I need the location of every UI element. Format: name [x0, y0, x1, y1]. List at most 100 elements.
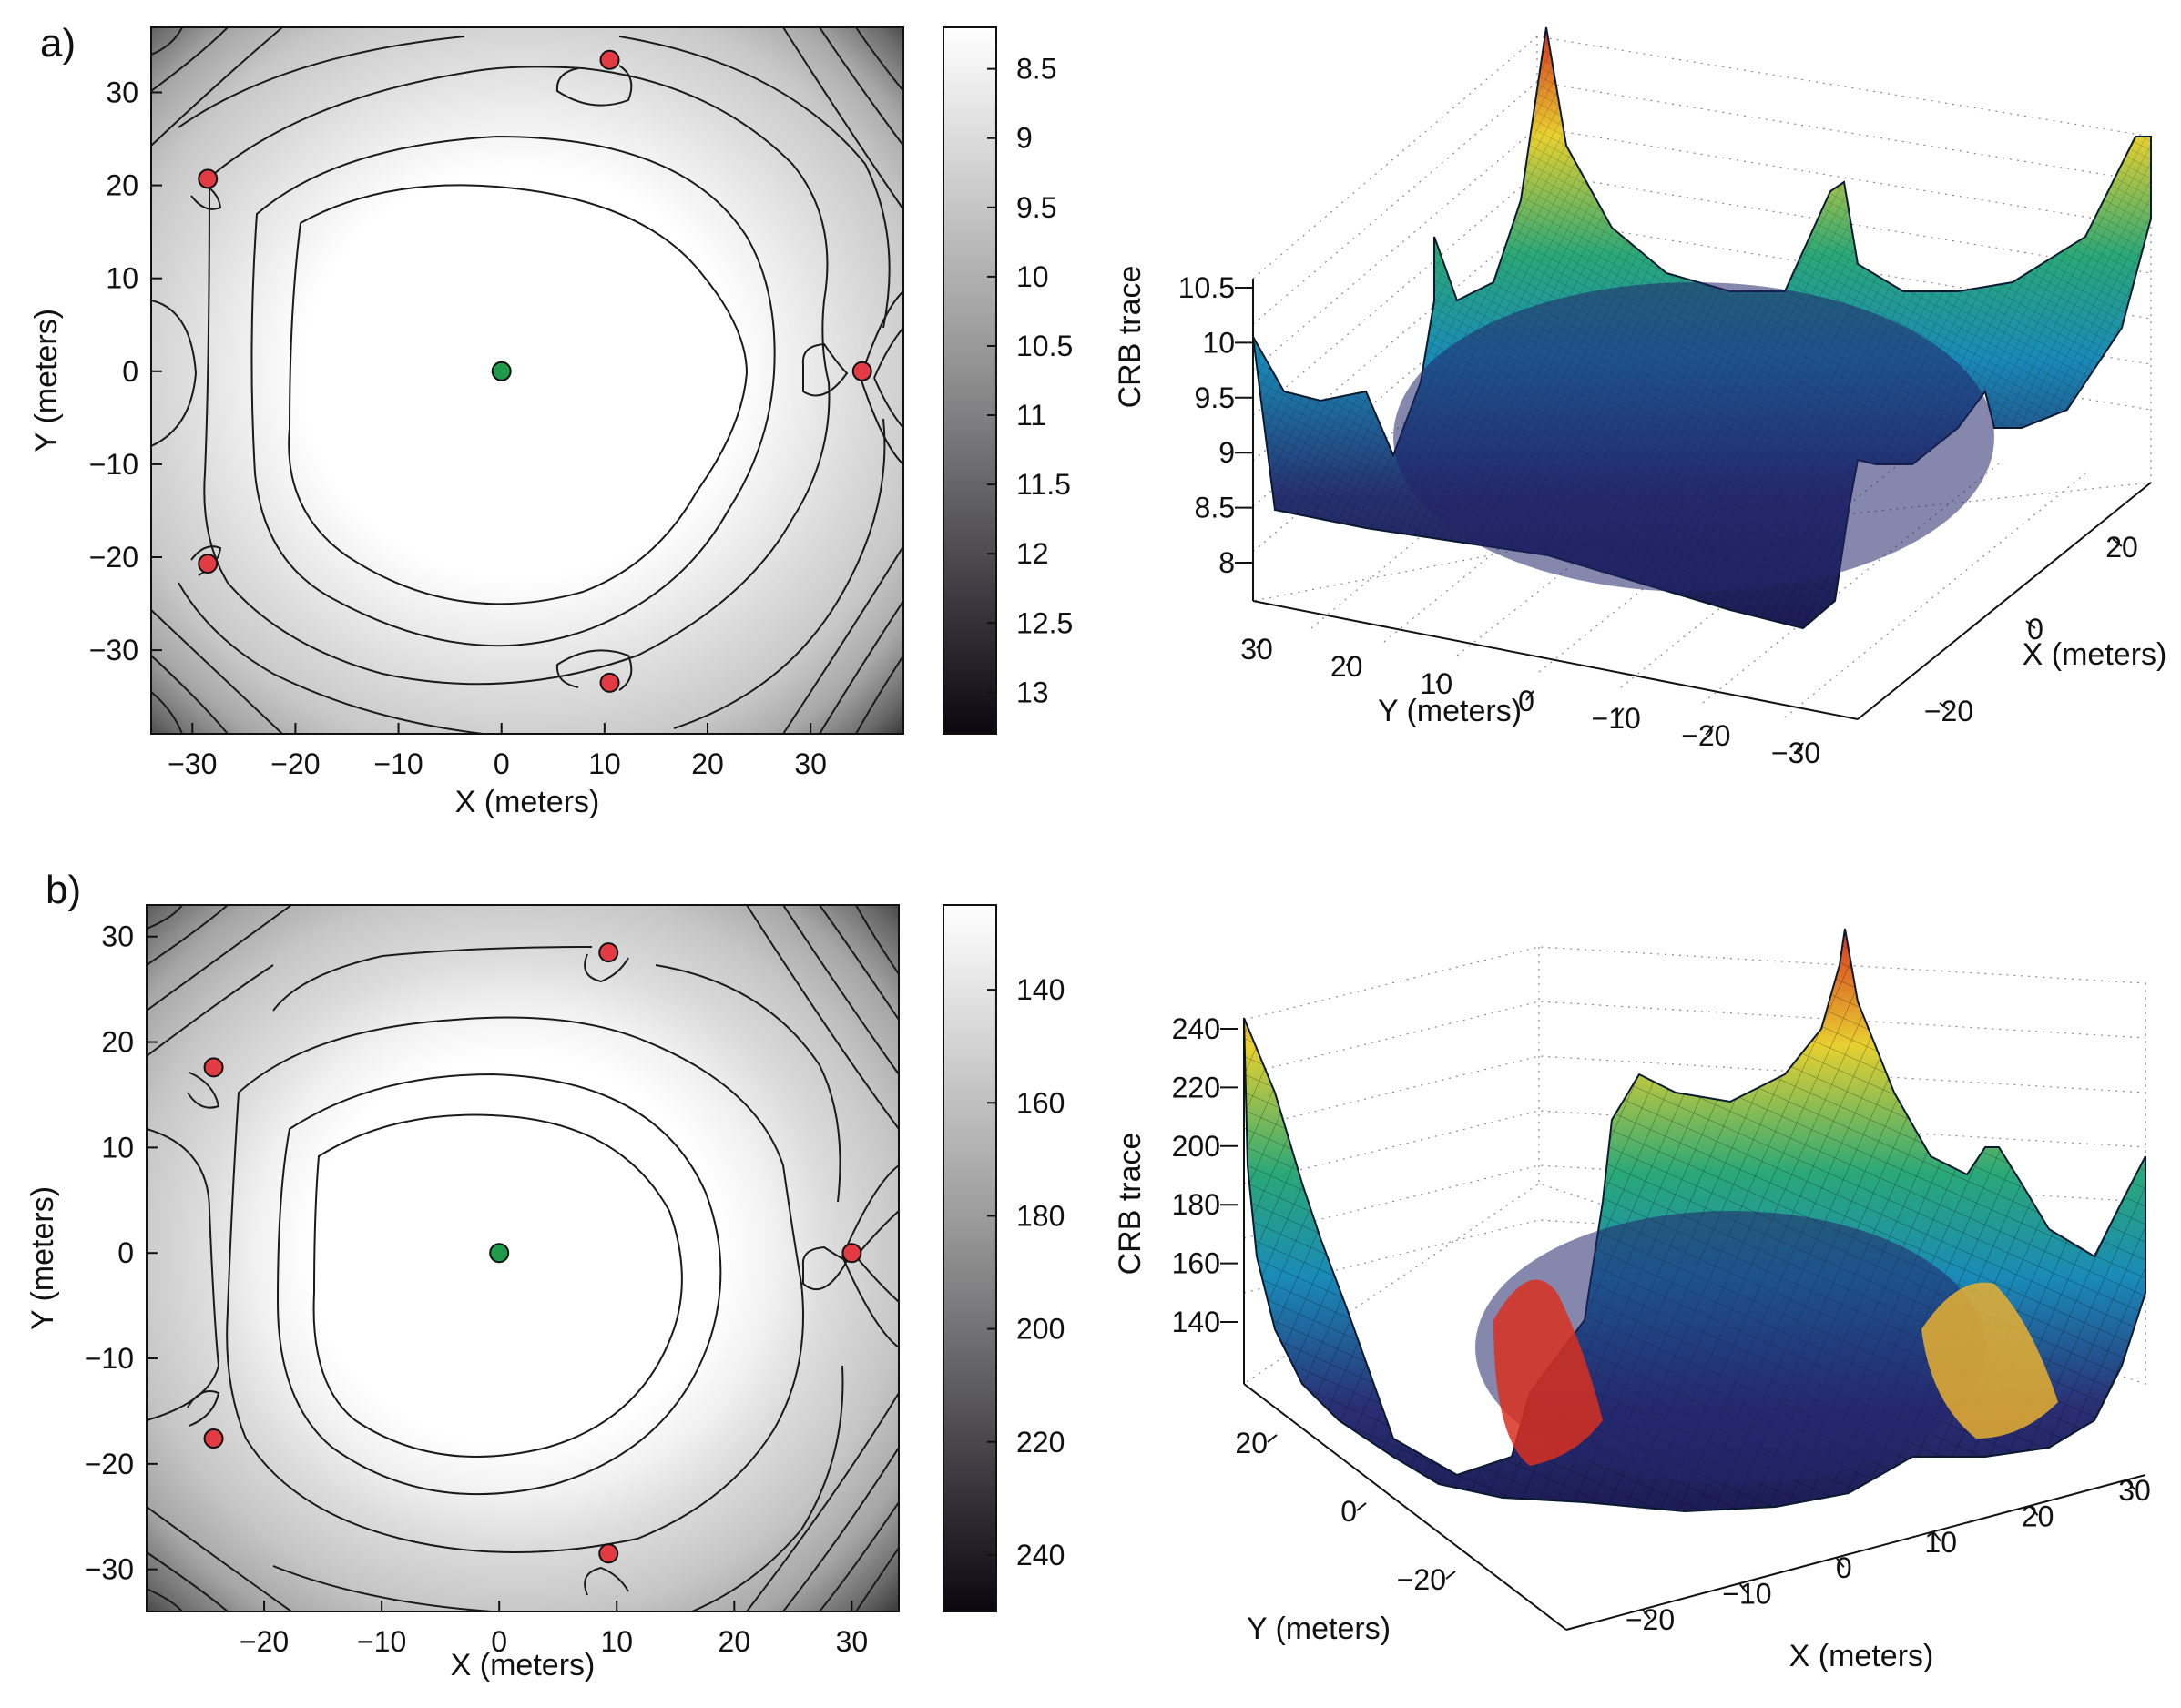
- surface-tick-mark: [1738, 1582, 1748, 1594]
- surface-b-z-ticks: 240 220 200 180 160 140: [1172, 1012, 1238, 1338]
- x-tick-label: −10: [357, 1625, 406, 1658]
- surface-b-z-label: CRB trace: [1113, 1133, 1147, 1276]
- surface-tick-mark: [1705, 725, 1715, 736]
- x-tick-label: −20: [270, 747, 320, 780]
- surface-tick-mark: [1267, 1434, 1278, 1443]
- surface-tick-label: 0: [1836, 1551, 1852, 1584]
- surface-b-basin: [1475, 1211, 1985, 1484]
- y-ticks-a: 30 20 10 0 −10 −20 −30: [89, 76, 162, 666]
- x-tick-label: 0: [494, 747, 510, 780]
- x-axis-label-a: X (meters): [455, 785, 600, 819]
- surface-tick-mark: [1256, 638, 1265, 649]
- surface-tick-label: 180: [1172, 1188, 1220, 1221]
- surface-tick-mark: [2112, 538, 2123, 547]
- contour-lines-b: [147, 905, 899, 1611]
- colorbar-b-gradient: [943, 904, 997, 1612]
- surface-tick-label: 0: [1340, 1495, 1357, 1528]
- surface-b-x-label: X (meters): [1789, 1639, 1934, 1673]
- surface-tick-label: 10: [1924, 1526, 1957, 1559]
- surface-b-axes: [1243, 1020, 2146, 1631]
- surface-tick-label: −10: [1592, 702, 1641, 735]
- surface-b-y-label: Y (meters): [1247, 1611, 1391, 1646]
- colorbar-tick-label: 10: [1016, 260, 1049, 293]
- surface-tick-label: 8: [1218, 546, 1235, 579]
- surface-tick-mark: [1932, 1531, 1941, 1542]
- contour-lines-a: [151, 27, 903, 734]
- panel-b-label: b): [46, 868, 81, 912]
- colorbar-tick-label: 9: [1016, 122, 1033, 155]
- contour-frame-a: [150, 26, 904, 735]
- surface-tick-label: 9: [1218, 436, 1235, 469]
- surface-tick-label: 30: [1240, 633, 1273, 666]
- surface-tick-mark: [1939, 702, 1950, 711]
- center-marker: [489, 1243, 510, 1264]
- surface-tick-mark: [1795, 742, 1804, 753]
- x-ticks-a: −30 −20 −10 0 10 20 30: [168, 723, 827, 780]
- surface-b-x-ticks: −20 −10 0 10 20 30: [1626, 1474, 2151, 1636]
- surface-tick-label: 10.5: [1178, 271, 1235, 304]
- surface-tick-label: 30: [2118, 1474, 2151, 1507]
- y-tick-label: 10: [101, 1131, 134, 1164]
- colorbar-a-gradient: [943, 26, 997, 735]
- x-tick-label: 20: [691, 747, 724, 780]
- surface-tick-label: 10: [1421, 667, 1453, 700]
- colorbar-a-ticks: 8.5 9 9.5 10 10.5 11 11.5 12 12.5 13: [987, 53, 1073, 708]
- y-tick-label: 10: [106, 262, 138, 295]
- sensor-marker: [851, 361, 872, 381]
- surface-tick-mark: [1615, 707, 1625, 718]
- y-tick-label: −10: [89, 448, 138, 481]
- y-tick-label: 30: [106, 76, 138, 108]
- surface-tick-label: 240: [1172, 1012, 1220, 1045]
- colorbar-tick-label: 200: [1016, 1313, 1065, 1346]
- y-axis-label-b: Y (meters): [25, 1186, 60, 1330]
- surface-b-y-ticks: 20 0 −20: [1235, 1427, 1456, 1596]
- y-tick-label: −20: [85, 1448, 134, 1480]
- sensor-marker: [198, 554, 219, 574]
- surface-tick-label: 0: [2027, 613, 2043, 646]
- surface-tick-label: 9.5: [1195, 381, 1235, 414]
- surface-b-ridge-2: [1921, 1282, 2058, 1439]
- surface-tick-label: 10: [1202, 326, 1235, 359]
- y-ticks-b: 30 20 10 0 −10 −20 −30: [85, 920, 158, 1586]
- y-tick-label: 0: [117, 1236, 134, 1269]
- x-tick-label: −20: [240, 1625, 289, 1658]
- center-marker-a: [491, 361, 512, 381]
- colorbar-tick-label: 13: [1016, 676, 1049, 708]
- y-tick-label: 30: [101, 920, 134, 953]
- surface-tick-label: 20: [1235, 1427, 1268, 1459]
- contour-field-b: [147, 905, 899, 1611]
- sensor-marker: [599, 672, 620, 693]
- surface-tick-mark: [2025, 620, 2036, 629]
- surface-tick-label: −20: [1924, 695, 1973, 727]
- colorbar-tick-label: 160: [1016, 1086, 1065, 1119]
- y-axis-label-a: Y (meters): [29, 309, 64, 452]
- panel-a-label: a): [40, 21, 76, 66]
- surface-tick-label: 0: [1518, 685, 1534, 717]
- surface-tick-label: −20: [1626, 1603, 1675, 1636]
- surface-b-ridge: [1493, 1279, 1603, 1466]
- sensor-marker: [598, 942, 619, 963]
- colorbar-tick-label: 10.5: [1016, 330, 1073, 362]
- surface-tick-label: −20: [1397, 1563, 1446, 1596]
- sensor-marker: [198, 168, 219, 189]
- contour-plot-b: −20 −10 0 10 20 30 30 20 10 0 −10 −20 −30 X (meters…: [25, 904, 900, 1683]
- surface-a-axes: [1252, 279, 2152, 720]
- x-axis-label-b: X (meters): [451, 1648, 596, 1683]
- sensor-marker: [203, 1428, 224, 1449]
- y-tick-label: 20: [101, 1026, 134, 1059]
- sensor-marker: [203, 1057, 224, 1078]
- x-tick-label: −30: [168, 747, 217, 780]
- surface-a-z-label: CRB trace: [1113, 266, 1147, 409]
- x-tick-label: 0: [491, 1625, 507, 1658]
- surface-tick-mark: [1525, 690, 1534, 701]
- surface-a-y-ticks: 30 20 10 0 −10 −20 −30: [1240, 633, 1820, 769]
- sensor-markers-a: [198, 49, 872, 693]
- colorbar-tick-label: 12: [1016, 537, 1049, 570]
- y-tick-label: −10: [85, 1342, 134, 1375]
- surface-tick-mark: [1345, 656, 1355, 666]
- contour-frame-b: [146, 904, 900, 1612]
- y-tick-label: −20: [89, 541, 138, 574]
- x-tick-label: 30: [794, 747, 827, 780]
